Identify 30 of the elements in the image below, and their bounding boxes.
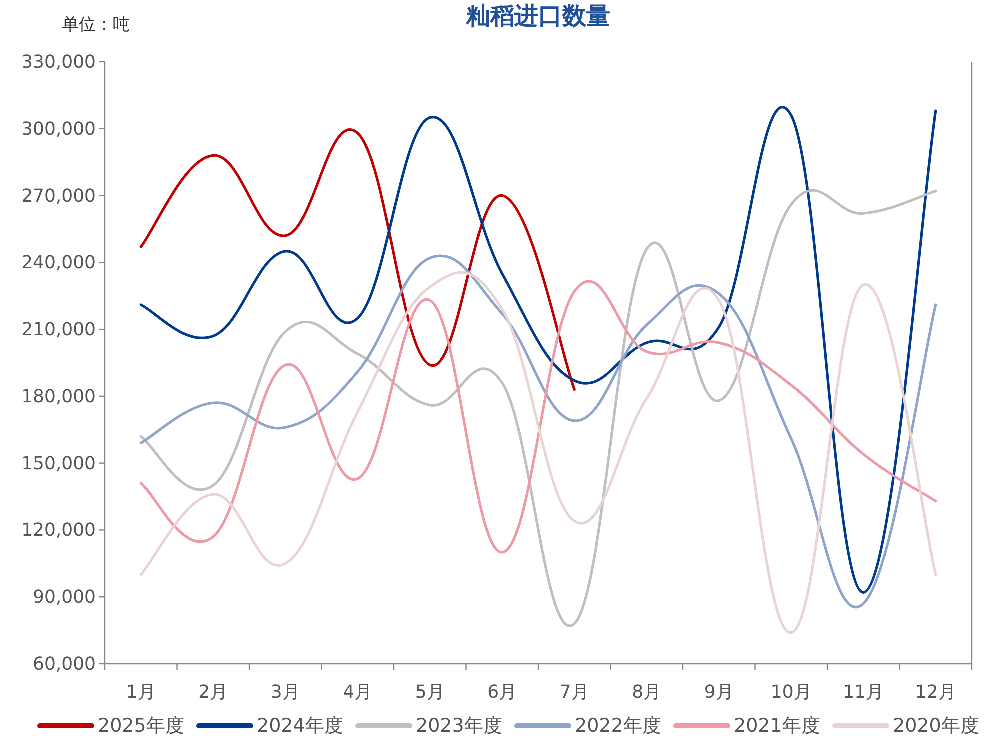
x-tick-label: 7月 (560, 682, 590, 703)
legend-label: 2025年度 (98, 715, 184, 737)
y-tick-label: 270,000 (22, 186, 96, 207)
x-tick-label: 8月 (632, 682, 662, 703)
x-tick-label: 6月 (488, 682, 518, 703)
y-tick-label: 210,000 (22, 320, 96, 341)
chart-title: 籼稻进口数量 (466, 2, 610, 30)
x-tick-label: 11月 (843, 682, 884, 703)
legend-label: 2020年度 (893, 715, 980, 737)
y-tick-label: 90,000 (33, 587, 96, 608)
x-tick-label: 5月 (415, 682, 445, 703)
x-tick-label: 2月 (198, 682, 228, 703)
y-tick-label: 300,000 (22, 118, 96, 140)
legend-label: 2021年度 (734, 715, 820, 737)
x-tick-label: 4月 (343, 682, 373, 703)
y-axis-title: 单位：吨 (62, 15, 130, 35)
y-tick-label: 240,000 (22, 252, 96, 274)
legend-label: 2022年度 (575, 715, 662, 737)
x-tick-label: 10月 (770, 682, 812, 703)
y-tick-label: 120,000 (22, 520, 96, 542)
legend-label: 2024年度 (257, 715, 344, 737)
y-tick-label: 180,000 (22, 386, 96, 408)
y-tick-label: 330,000 (22, 52, 96, 73)
x-tick-label: 1月 (126, 682, 156, 703)
y-tick-label: 60,000 (33, 654, 96, 675)
x-tick-label: 3月 (270, 682, 300, 703)
x-tick-label: 9月 (704, 682, 734, 703)
y-tick-label: 150,000 (22, 453, 96, 474)
legend-label: 2023年度 (416, 715, 502, 737)
x-tick-label: 12月 (915, 682, 956, 703)
